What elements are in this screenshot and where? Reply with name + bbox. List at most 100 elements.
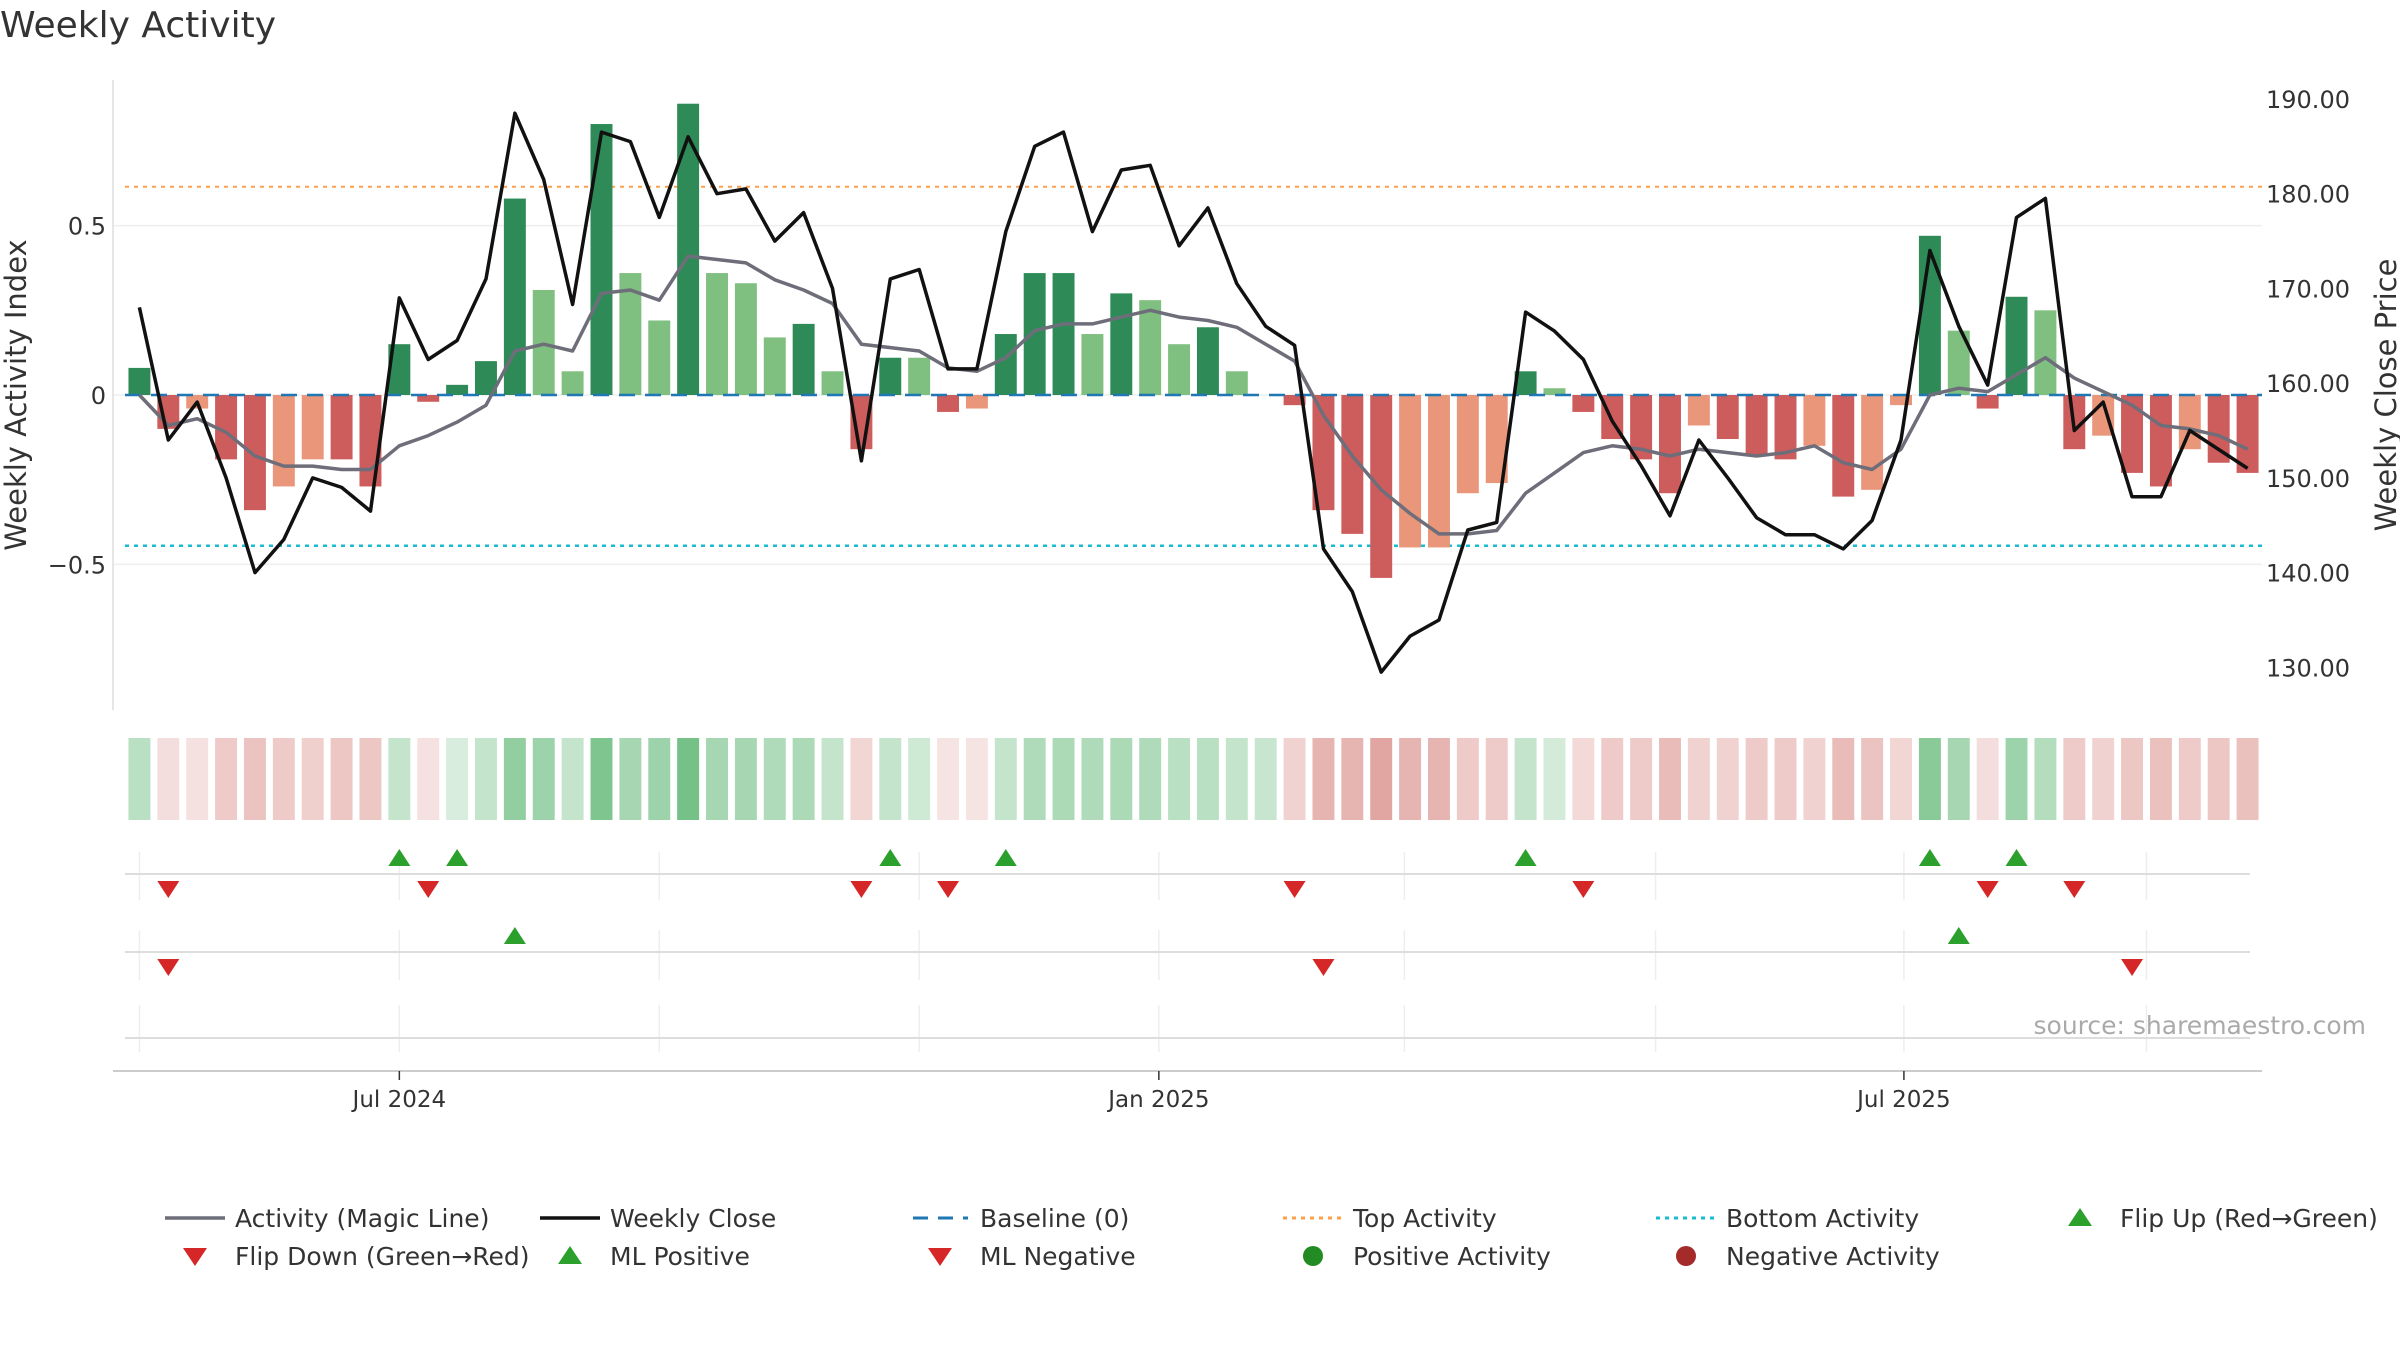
activity-bar xyxy=(1832,395,1855,497)
activity-bars xyxy=(128,103,2259,578)
y-right-tick-label: 190.00 xyxy=(2266,86,2350,114)
legend-item: Top Activity xyxy=(1283,1204,1497,1233)
y-left-tick-label: −0.5 xyxy=(48,551,106,579)
activity-bar xyxy=(388,344,411,395)
heat-cell xyxy=(994,738,1017,820)
flip-up-marker xyxy=(1918,849,1941,866)
heat-cell xyxy=(532,738,555,820)
heat-cell xyxy=(1861,738,1884,820)
activity-bar xyxy=(1370,395,1393,578)
activity-bar xyxy=(1774,395,1797,460)
activity-bar xyxy=(2034,310,2057,395)
heat-cell xyxy=(850,738,873,820)
activity-bar xyxy=(561,371,584,395)
activity-bar xyxy=(590,124,613,395)
flip-down-marker xyxy=(1572,881,1595,898)
x-tick-label: Jul 2025 xyxy=(1855,1087,1951,1113)
flip-up-marker xyxy=(879,849,902,866)
heat-cell xyxy=(1832,738,1855,820)
legend-label: Baseline (0) xyxy=(980,1204,1129,1233)
heat-cell xyxy=(1023,738,1046,820)
heat-cell xyxy=(2236,738,2259,820)
heat-cell xyxy=(1774,738,1797,820)
reference-lines xyxy=(125,185,2262,547)
flip-down-marker xyxy=(417,881,440,898)
activity-bar xyxy=(1803,395,1826,446)
heat-cell xyxy=(1659,738,1681,820)
heat-cell xyxy=(1687,738,1710,820)
heat-cell xyxy=(1427,738,1450,820)
flip-up-marker xyxy=(446,849,469,866)
legend-item: Negative Activity xyxy=(1676,1242,1940,1271)
activity-bar xyxy=(763,337,786,395)
activity-bar xyxy=(965,395,988,409)
heat-cell xyxy=(186,738,209,820)
legend-item: Baseline (0) xyxy=(913,1204,1129,1233)
activity-bar xyxy=(1514,371,1537,395)
series-lines xyxy=(125,111,2262,674)
heat-cell xyxy=(1196,738,1219,820)
heat-cell xyxy=(677,738,700,820)
activity-bar xyxy=(1427,395,1450,548)
heat-cell xyxy=(446,738,469,820)
heat-cell xyxy=(157,738,180,820)
heat-cell xyxy=(1254,738,1277,820)
activity-bar xyxy=(937,395,960,412)
heat-cell xyxy=(965,738,988,820)
heat-cell xyxy=(2005,738,2028,820)
heat-cell xyxy=(503,738,526,820)
heat-cell xyxy=(1399,738,1422,820)
activity-bar xyxy=(706,273,728,395)
heat-cell xyxy=(2063,738,2086,820)
legend-item: Activity (Magic Line) xyxy=(165,1204,489,1233)
activity-bar xyxy=(792,323,815,395)
heat-cell xyxy=(1947,738,1970,820)
flip-up-marker xyxy=(388,849,411,866)
heat-cell xyxy=(1485,738,1508,820)
heat-cell xyxy=(1139,738,1162,820)
y-left-tick-label: 0 xyxy=(91,382,106,410)
heat-cell xyxy=(2149,738,2172,820)
flip-down-marker xyxy=(1312,959,1335,976)
heat-cell xyxy=(2121,738,2144,820)
flip-markers xyxy=(125,849,2250,1052)
flip-up-marker xyxy=(994,849,1017,866)
activity-bar xyxy=(821,371,844,395)
heat-cell xyxy=(388,738,411,820)
legend-label: Flip Up (Red→Green) xyxy=(2120,1204,2378,1233)
heat-cell xyxy=(1890,738,1912,820)
legend-triangle-down-swatch xyxy=(183,1248,207,1266)
heat-cell xyxy=(706,738,728,820)
activity-bar xyxy=(677,103,700,395)
heat-cell xyxy=(243,738,266,820)
legend-item: Flip Down (Green→Red) xyxy=(183,1242,530,1271)
flip-down-marker xyxy=(157,959,180,976)
heat-cell xyxy=(1312,738,1335,820)
activity-bar xyxy=(1168,344,1191,395)
heat-cell xyxy=(1745,738,1768,820)
heat-cell xyxy=(561,738,584,820)
heat-cell xyxy=(1716,738,1739,820)
activity-bar xyxy=(1081,334,1104,395)
heat-cell xyxy=(792,738,815,820)
legend-item: ML Positive xyxy=(558,1242,750,1271)
heat-cell xyxy=(937,738,960,820)
heat-cell xyxy=(475,738,497,820)
activity-bar xyxy=(359,395,382,487)
legend: Activity (Magic Line) Weekly Close Baselin… xyxy=(165,1204,2378,1271)
activity-bar xyxy=(1052,273,1075,395)
flip-down-marker xyxy=(1976,881,1999,898)
flip-up-marker xyxy=(1947,927,1970,944)
heat-cell xyxy=(1514,738,1537,820)
activity-bar xyxy=(446,384,469,395)
legend-triangle-down-swatch xyxy=(928,1248,952,1266)
activity-bar xyxy=(1543,388,1566,395)
heat-cell xyxy=(2207,738,2230,820)
activity-bar xyxy=(2236,395,2259,473)
activity-bar xyxy=(1745,395,1768,456)
heat-cell xyxy=(619,738,642,820)
heat-cell xyxy=(1456,738,1479,820)
activity-bar xyxy=(1283,395,1306,406)
y-left-tick-label: 0.5 xyxy=(68,213,106,241)
